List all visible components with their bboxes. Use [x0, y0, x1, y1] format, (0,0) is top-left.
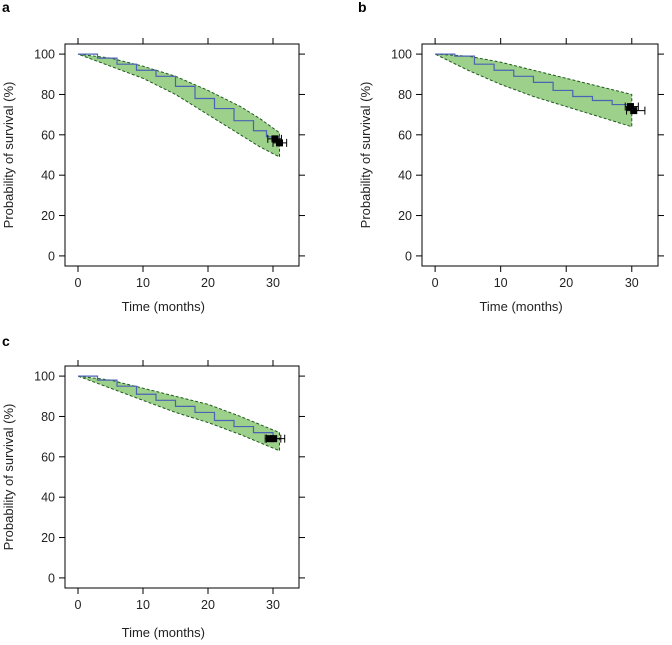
- y-tick-label: 0: [48, 249, 55, 263]
- plot-frame: [421, 43, 659, 267]
- y-tick-label: 60: [398, 128, 412, 142]
- survival-curve: [435, 53, 633, 109]
- estimate-marker-1: [271, 135, 279, 143]
- y-tick-label: 20: [41, 531, 55, 545]
- estimate-marker-1: [626, 103, 634, 111]
- panel-label-c: c: [2, 333, 10, 349]
- y-tick-label: 80: [41, 410, 55, 424]
- x-axis-title: Time (months): [122, 299, 205, 314]
- confidence-band: [434, 53, 633, 128]
- plot-frame: [64, 365, 300, 589]
- panel-label-a: a: [2, 0, 10, 15]
- y-tick-label: 40: [41, 491, 55, 505]
- x-tick-label: 10: [136, 598, 150, 612]
- plot-frame: [64, 43, 300, 267]
- x-tick-label: 30: [266, 276, 280, 290]
- y-tick-label: 80: [398, 88, 412, 102]
- y-tick-label: 40: [41, 169, 55, 183]
- confidence-band: [77, 53, 280, 158]
- confidence-band: [77, 375, 280, 452]
- y-tick-label: 20: [41, 209, 55, 223]
- x-tick-label: 20: [201, 276, 215, 290]
- x-axis-title: Time (months): [479, 299, 562, 314]
- x-tick-label: 0: [75, 598, 82, 612]
- x-tick-label: 10: [494, 276, 508, 290]
- x-tick-label: 10: [136, 276, 150, 290]
- survival-curve: [78, 375, 274, 439]
- panel-c: c 0 10 20 30 0 20 40 60 80 100 Time (months) Probabi…: [1, 333, 305, 640]
- estimate-marker-2: [630, 107, 638, 115]
- panel-b: b 0 10 20 30 0 20 40 60 80 100 Time (months) Probabi…: [358, 0, 664, 314]
- y-tick-label: 60: [41, 450, 55, 464]
- survival-curve: [78, 53, 281, 143]
- x-tick-label: 30: [266, 598, 280, 612]
- x-tick-label: 0: [75, 276, 82, 290]
- y-tick-label: 60: [41, 128, 55, 142]
- x-axis-title: Time (months): [122, 625, 205, 640]
- y-axis-title: Probability of survival (%): [358, 82, 373, 229]
- y-axis-title: Probability of survival (%): [1, 404, 16, 551]
- x-tick-label: 20: [201, 598, 215, 612]
- y-tick-label: 100: [391, 48, 412, 62]
- estimate-marker-2: [270, 435, 278, 443]
- estimate-marker-2: [276, 139, 283, 147]
- panel-a: a 0 10 20 30 0 20 40 60 80 100 Time (months) Probabi…: [1, 0, 305, 314]
- y-tick-label: 20: [398, 209, 412, 223]
- x-tick-label: 0: [432, 276, 439, 290]
- y-tick-label: 100: [34, 370, 55, 384]
- y-tick-label: 40: [398, 169, 412, 183]
- x-tick-label: 20: [559, 276, 573, 290]
- x-tick-label: 30: [625, 276, 639, 290]
- panel-label-b: b: [358, 0, 367, 15]
- y-tick-label: 0: [405, 249, 412, 263]
- y-axis-title: Probability of survival (%): [1, 82, 16, 229]
- y-tick-label: 100: [34, 48, 55, 62]
- y-tick-label: 80: [41, 88, 55, 102]
- y-tick-label: 0: [48, 571, 55, 585]
